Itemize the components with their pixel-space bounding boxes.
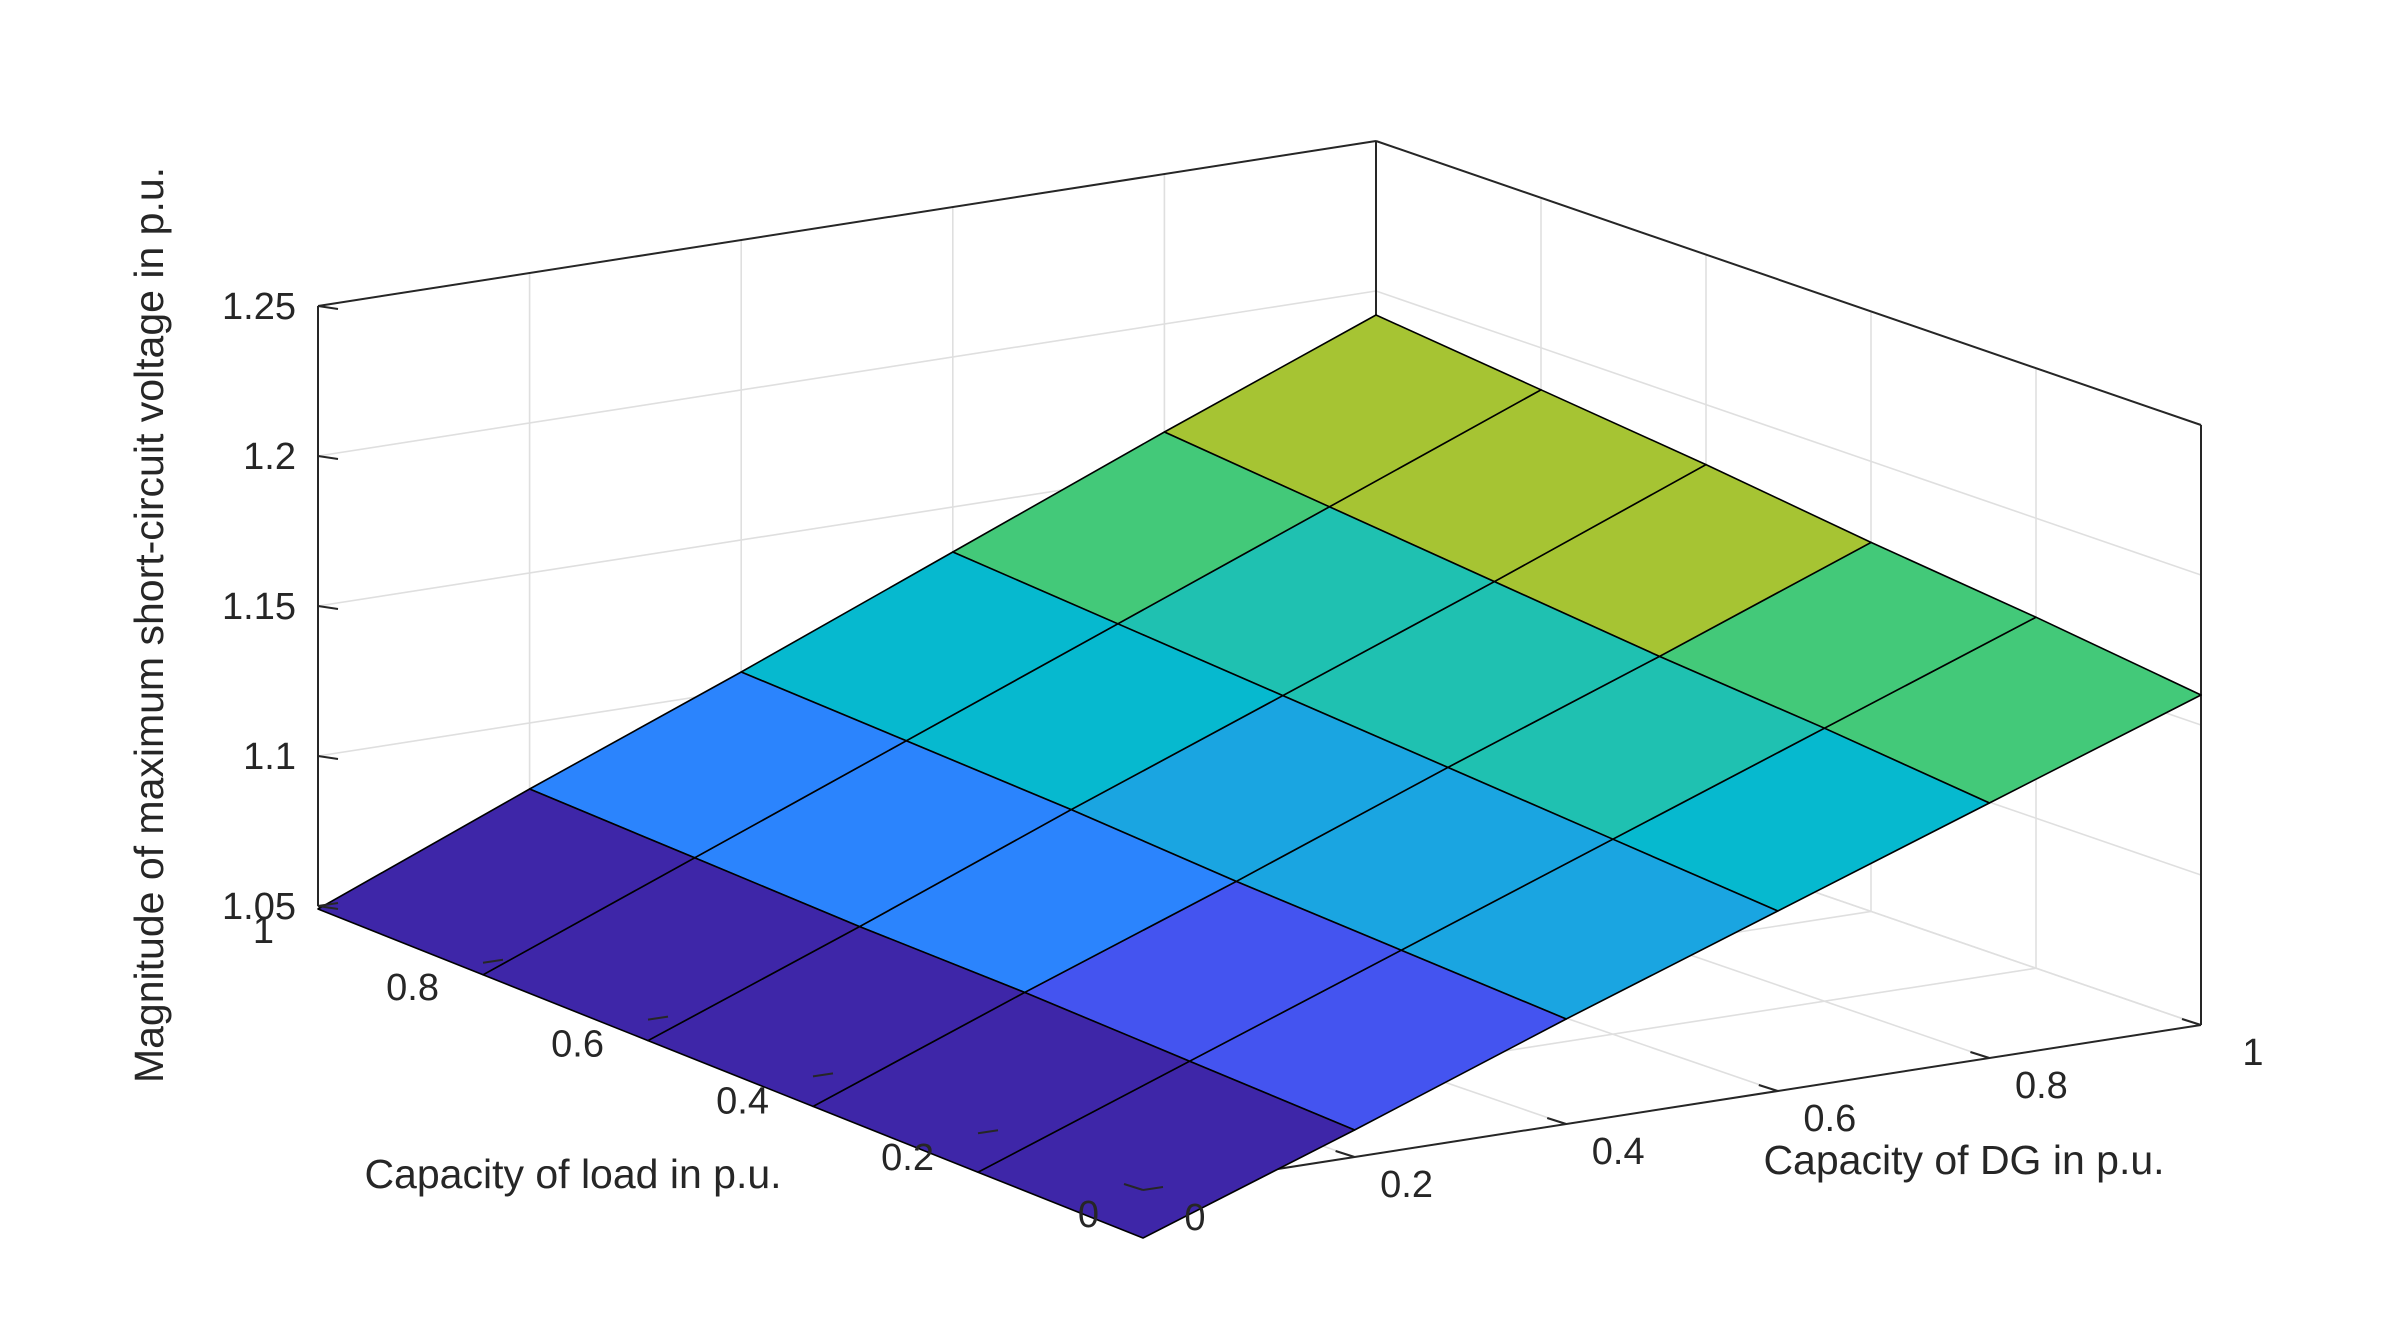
tick-mark xyxy=(482,958,504,964)
x-tick-label: 0.8 xyxy=(2015,1065,2068,1107)
box-edge xyxy=(1142,1024,2202,1191)
y-tick-label: 0.6 xyxy=(551,1024,604,1066)
surface-patch xyxy=(317,788,696,976)
tick-mark xyxy=(1758,1084,1779,1092)
tick-mark xyxy=(647,1015,669,1021)
x-tick-label: 0.4 xyxy=(1592,1131,1645,1173)
tick-mark xyxy=(317,755,339,760)
z-tick-label: 1.2 xyxy=(243,436,296,478)
y-tick-label: 1 xyxy=(253,910,274,952)
z-tick-label: 1.1 xyxy=(243,736,296,778)
x-tick-label: 0.6 xyxy=(1803,1098,1856,1140)
x-tick-label: 1 xyxy=(2242,1032,2263,1074)
tick-mark xyxy=(812,1072,834,1078)
y-tick-label: 0.8 xyxy=(386,967,439,1009)
x-tick-label: 0 xyxy=(1184,1197,1205,1239)
tick-marks xyxy=(317,305,2202,1191)
tick-mark xyxy=(317,605,339,610)
surface xyxy=(317,314,2202,1239)
box-edge xyxy=(317,140,1377,307)
tick-mark xyxy=(1335,1150,1355,1158)
y-tick-label: 0.2 xyxy=(881,1137,934,1179)
box-edge xyxy=(1375,140,2202,426)
tick-mark xyxy=(2181,1018,2202,1026)
y-axis-title: Capacity of load in p.u. xyxy=(364,1151,781,1197)
y-tick-label: 0 xyxy=(1078,1194,1099,1236)
z-tick-label: 1.25 xyxy=(222,286,296,328)
tick-mark xyxy=(1970,1051,1990,1059)
tick-mark xyxy=(317,305,339,310)
grid-line xyxy=(317,290,1377,457)
z-axis-title: Magnitude of maximum short-circuit volta… xyxy=(126,167,172,1083)
z-tick-label: 1.15 xyxy=(222,586,296,628)
y-tick-label: 0.4 xyxy=(716,1080,769,1122)
tick-mark xyxy=(317,905,339,910)
tick-mark xyxy=(977,1129,999,1135)
tick-mark xyxy=(317,455,339,460)
tick-mark xyxy=(1142,1186,1164,1191)
tick-labels: 00.20.40.60.8100.20.40.60.811.051.11.151… xyxy=(222,286,2264,1239)
tick-mark xyxy=(1123,1183,1144,1191)
x-tick-label: 0.2 xyxy=(1380,1164,1433,1206)
z-tick-label: 1.05 xyxy=(222,886,296,928)
grid-line xyxy=(1375,290,2202,576)
x-axis-title: Capacity of DG in p.u. xyxy=(1763,1137,2164,1183)
tick-mark xyxy=(1546,1117,1567,1125)
